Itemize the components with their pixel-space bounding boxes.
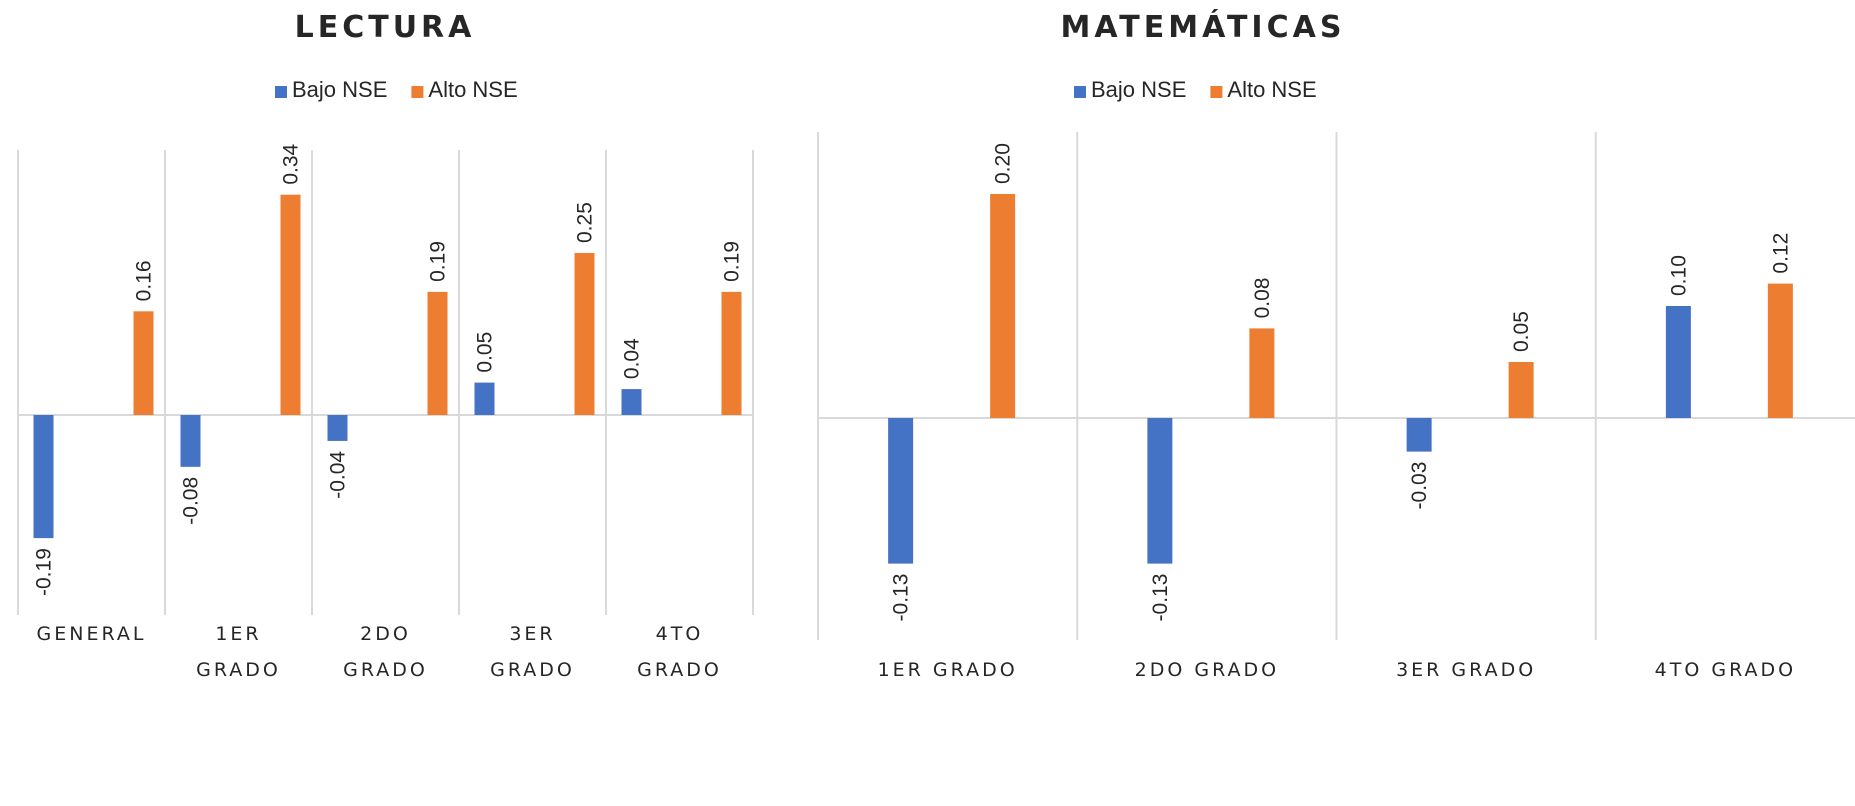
bar-alto-0	[990, 194, 1016, 418]
bar-alto-0	[133, 311, 154, 415]
category-label: 2DO	[360, 623, 411, 645]
data-label: 0.16	[133, 260, 156, 301]
legend-swatch-alto	[1210, 86, 1223, 98]
legend-label: Bajo NSE	[292, 77, 387, 102]
category-label: GRADO	[343, 659, 428, 681]
data-label: -0.04	[327, 451, 350, 499]
category-label: 1ER GRADO	[878, 659, 1018, 681]
bar-bajo-4	[621, 389, 642, 415]
data-label: 0.25	[574, 202, 597, 243]
bar-bajo-1	[1147, 418, 1173, 564]
bar-alto-2	[427, 291, 448, 415]
bar-alto-3	[574, 253, 595, 415]
data-label: -0.03	[1408, 462, 1431, 510]
data-label: 0.19	[427, 241, 450, 282]
legend-label: Alto NSE	[1227, 77, 1316, 102]
bar-bajo-3	[474, 382, 495, 415]
legend-swatch-alto	[411, 86, 424, 98]
data-label: 0.34	[280, 143, 303, 184]
data-label: -0.13	[890, 574, 913, 622]
bar-bajo-3	[1665, 306, 1691, 418]
data-label: 0.19	[721, 241, 744, 282]
bar-bajo-0	[888, 418, 914, 564]
category-label: 4TO GRADO	[1655, 659, 1796, 681]
bar-alto-1	[280, 194, 301, 415]
bar-alto-3	[1767, 283, 1793, 418]
category-label: GRADO	[490, 659, 575, 681]
legend-swatch-bajo	[275, 86, 287, 98]
legend-label: Alto NSE	[428, 77, 517, 102]
data-label: 0.05	[474, 332, 497, 373]
data-label: -0.13	[1149, 574, 1172, 622]
data-label: -0.08	[180, 477, 203, 525]
data-label: 0.04	[621, 338, 644, 379]
data-label: 0.20	[992, 143, 1015, 184]
data-label: 0.08	[1251, 278, 1274, 319]
data-label: 0.05	[1510, 311, 1533, 352]
legend-label: Bajo NSE	[1091, 77, 1186, 102]
bar-alto-1	[1249, 328, 1275, 418]
category-label: GRADO	[637, 659, 722, 681]
data-label: 0.10	[1667, 255, 1690, 296]
category-label: GENERAL	[37, 623, 147, 645]
bar-bajo-2	[1406, 418, 1432, 452]
chart-matematicas: MATEMÁTICAS Bajo NSE Alto NSE -0.13 0.20 1ER …	[817, 9, 1855, 681]
category-label: 4TO	[656, 623, 704, 645]
category-label: 3ER GRADO	[1396, 659, 1536, 681]
chart-lectura: LECTURA Bajo NSE Alto NSE -0.19 0.16 GENERAL -…	[17, 10, 754, 681]
category-label: 1ER	[215, 623, 261, 645]
bar-bajo-1	[180, 415, 201, 467]
bar-alto-2	[1508, 362, 1534, 418]
category-label: 3ER	[509, 623, 555, 645]
bar-bajo-2	[327, 415, 348, 441]
chart-title: LECTURA	[295, 10, 476, 45]
bar-bajo-0	[33, 415, 54, 539]
data-label: -0.19	[33, 548, 56, 596]
category-label: 2DO GRADO	[1135, 659, 1279, 681]
category-label: GRADO	[196, 659, 281, 681]
bar-alto-4	[721, 291, 742, 415]
chart-title: MATEMÁTICAS	[1061, 9, 1346, 45]
legend-swatch-bajo	[1074, 86, 1086, 98]
data-label: 0.12	[1769, 233, 1792, 274]
